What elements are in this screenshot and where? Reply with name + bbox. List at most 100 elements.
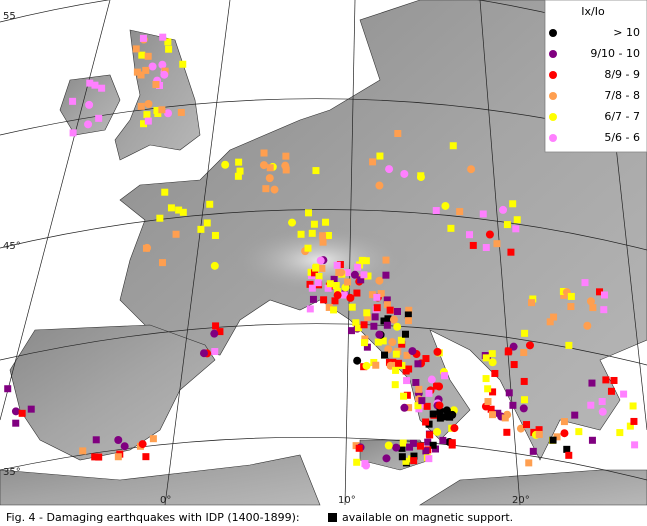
quake-marker [138, 51, 146, 59]
quake-marker [282, 166, 290, 174]
quake-marker [355, 444, 363, 452]
quake-marker [221, 160, 230, 169]
quake-marker [402, 457, 410, 465]
quake-marker [363, 343, 371, 351]
quake-marker [159, 33, 167, 41]
quake-marker [484, 385, 492, 393]
quake-marker [488, 358, 497, 367]
quake-marker [259, 161, 268, 170]
latitude-label: 35° [3, 467, 21, 478]
quake-marker [352, 319, 360, 327]
quake-marker [504, 348, 512, 356]
quake-marker [167, 204, 175, 212]
quake-marker [98, 84, 106, 92]
quake-marker [156, 81, 164, 89]
quake-marker [144, 52, 152, 60]
quake-marker [503, 428, 511, 436]
quake-marker [510, 361, 518, 369]
quake-marker [158, 106, 166, 114]
quake-marker [164, 38, 172, 46]
legend-box [544, 0, 647, 153]
quake-marker [369, 158, 377, 166]
quake-marker [588, 379, 596, 387]
quake-marker [384, 441, 393, 450]
quake-marker [429, 441, 437, 449]
quake-marker [403, 351, 411, 359]
quake-marker [512, 225, 520, 233]
quake-marker [388, 338, 397, 347]
quake-marker [381, 351, 389, 359]
legend-label: 6/7 - 7 [604, 110, 640, 123]
quake-marker [312, 167, 320, 175]
quake-marker [371, 313, 379, 321]
quake-marker [586, 297, 595, 306]
quake-marker [525, 459, 533, 467]
quake-marker [148, 62, 157, 71]
quake-marker [567, 292, 575, 300]
quake-marker [91, 81, 99, 89]
quake-marker [362, 257, 370, 265]
quake-marker [383, 301, 391, 309]
quake-marker [469, 241, 477, 249]
legend-label: > 10 [613, 26, 640, 39]
longitude-label: 10° [338, 495, 356, 506]
quake-marker [160, 70, 169, 79]
quake-marker [353, 289, 361, 297]
quake-marker [265, 174, 274, 183]
quake-marker [575, 428, 583, 436]
quake-marker [482, 244, 490, 252]
quake-marker [620, 390, 628, 398]
quake-marker [499, 205, 508, 214]
quake-marker [314, 279, 322, 287]
quake-marker [260, 149, 268, 157]
quake-marker [565, 451, 573, 459]
quake-marker [139, 34, 147, 42]
quake-marker [79, 447, 87, 455]
quake-marker [382, 271, 390, 279]
quake-marker [175, 206, 183, 214]
quake-marker [400, 403, 409, 412]
quake-marker [310, 220, 318, 228]
quake-marker [316, 256, 325, 265]
quake-marker [456, 208, 464, 216]
legend-swatch [549, 71, 557, 79]
quake-marker [412, 379, 420, 387]
quake-marker [416, 442, 424, 450]
quake-marker [140, 120, 148, 128]
quake-marker [120, 442, 129, 451]
quake-marker [509, 401, 517, 409]
quake-marker [354, 324, 362, 332]
quake-marker [404, 317, 412, 325]
quake-marker [309, 295, 317, 303]
quake-marker [326, 280, 334, 288]
quake-marker [607, 387, 615, 395]
quake-marker [626, 422, 634, 430]
quake-marker [433, 347, 442, 356]
quake-marker [216, 328, 224, 336]
quake-marker [488, 350, 496, 358]
legend-label: 8/9 - 9 [604, 68, 640, 81]
quake-marker [467, 165, 476, 174]
quake-marker [368, 291, 376, 299]
quake-marker [439, 436, 447, 444]
quake-marker [519, 404, 528, 413]
quake-marker [306, 305, 314, 313]
quake-marker [304, 244, 312, 252]
quake-marker [422, 418, 430, 426]
quake-marker [417, 172, 425, 180]
legend-swatch [549, 50, 557, 58]
quake-marker [565, 341, 573, 349]
quake-marker [335, 269, 343, 277]
quake-marker [403, 377, 411, 385]
quake-marker [357, 276, 365, 284]
quake-marker [360, 339, 368, 347]
quake-marker [520, 377, 528, 385]
quake-marker [236, 167, 244, 175]
quake-marker [436, 408, 444, 416]
quake-marker [179, 208, 187, 216]
quake-marker [392, 366, 400, 374]
quake-marker [520, 349, 528, 357]
quake-marker [513, 216, 521, 224]
quake-marker [600, 306, 608, 314]
